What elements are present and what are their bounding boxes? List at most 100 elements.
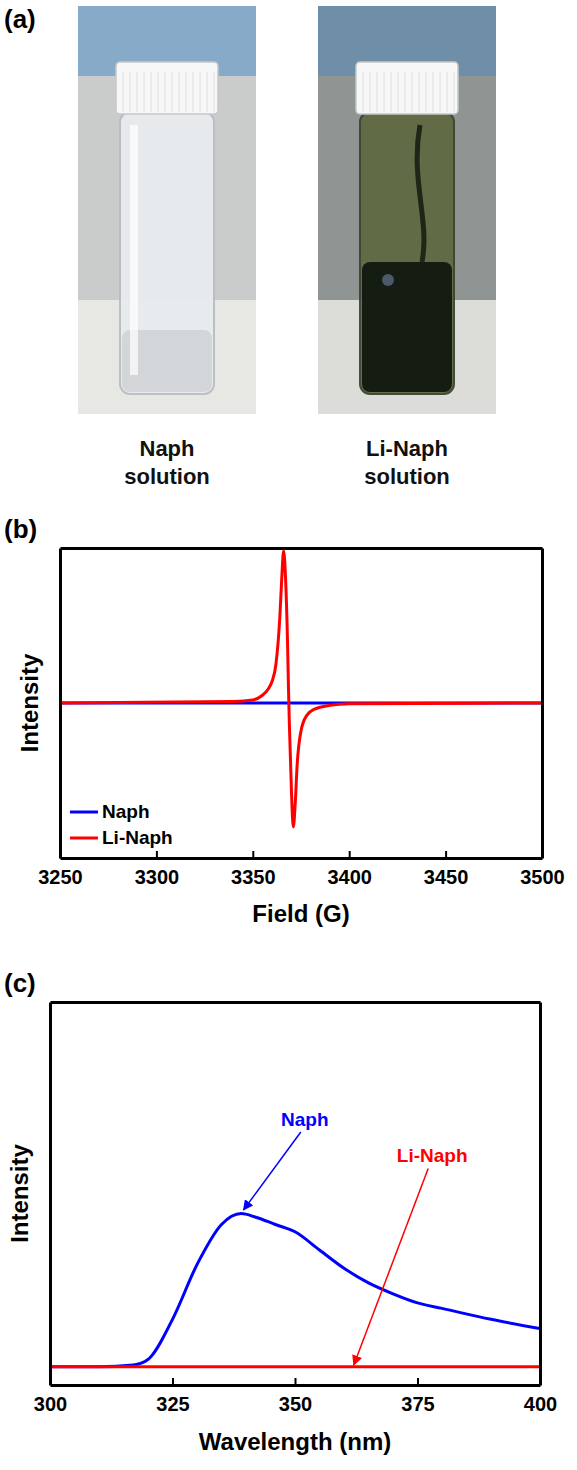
vial-liquid — [362, 262, 452, 392]
data-line — [60, 551, 542, 827]
cap-rib — [207, 72, 208, 112]
photo-caption: Li-Naphsolution — [364, 436, 450, 489]
x-axis: 300 325 350 375 400 — [34, 1378, 557, 1415]
plot-area — [60, 551, 542, 827]
cap-rib — [370, 72, 371, 112]
vial-cap — [356, 62, 458, 114]
axis-line — [61, 857, 543, 860]
x-tick-label: 400 — [524, 1393, 557, 1415]
cap-rib — [412, 72, 413, 112]
series-label: Li-Naph — [397, 1145, 468, 1166]
x-tick: 3300 — [135, 851, 180, 888]
legend-swatch — [70, 837, 98, 840]
x-tick-label: 3250 — [38, 866, 83, 888]
cap-rib — [363, 72, 364, 112]
x-tick: 3400 — [327, 851, 372, 888]
x-tick-mark — [445, 851, 447, 858]
cap-rib — [165, 72, 166, 112]
cap-rib — [151, 72, 152, 112]
axis-line — [61, 547, 543, 550]
data-line — [50, 1214, 540, 1367]
x-tick-label: 3350 — [231, 866, 275, 888]
panel-label: (a) — [4, 4, 36, 34]
vial-highlight — [130, 125, 138, 375]
legend-label: Naph — [102, 801, 150, 822]
plot-area — [50, 1214, 540, 1367]
vial-cap — [116, 62, 218, 114]
cap-rib — [405, 72, 406, 112]
x-tick-label: 350 — [279, 1393, 312, 1415]
x-tick-label: 300 — [34, 1393, 67, 1415]
x-axis-title: Field (G) — [252, 900, 349, 927]
legend: Naph Li-Naph — [70, 801, 173, 848]
label-arrow — [244, 1132, 301, 1210]
x-axis: 3250 3300 3350 3400 3450 3500 — [38, 851, 565, 888]
y-axis — [50, 1003, 51, 1386]
photo — [318, 6, 496, 414]
photo-caption: Naphsolution — [124, 436, 210, 489]
x-tick: 350 — [279, 1378, 312, 1415]
x-tick-label: 3300 — [135, 866, 180, 888]
x-tick-label: 3450 — [424, 866, 469, 888]
x-tick-label: 375 — [401, 1393, 434, 1415]
top-frame — [51, 1002, 541, 1003]
x-tick-label: 325 — [156, 1393, 189, 1415]
cap-rib — [179, 72, 180, 112]
axis-line — [49, 1003, 52, 1386]
photo-background — [78, 6, 256, 414]
photo-background — [318, 6, 496, 414]
cap-rib — [398, 72, 399, 112]
cap-rib — [130, 72, 131, 112]
cap-rib — [186, 72, 187, 112]
figure: (a) Naphsolution Li-Naphsolution 3250 3300 33… — [0, 0, 577, 1470]
cap-rib — [377, 72, 378, 112]
x-tick-mark — [156, 851, 158, 858]
top-frame — [61, 548, 543, 549]
x-tick-label: 3500 — [520, 866, 565, 888]
x-tick-mark — [252, 851, 254, 858]
cap-rib — [426, 72, 427, 112]
cap-rib — [123, 72, 124, 112]
cap-rib — [193, 72, 194, 112]
chart: 300325350375400(c)Wavelength (nm)Intensi… — [4, 968, 557, 1455]
x-tick: 3450 — [424, 851, 469, 888]
panel-label: (c) — [4, 968, 36, 998]
cap-rib — [214, 72, 215, 112]
cap-rib — [144, 72, 145, 112]
y-axis-title: Intensity — [6, 1144, 33, 1243]
y-axis — [60, 549, 61, 859]
vial-glass — [120, 112, 214, 394]
x-tick: 375 — [401, 1378, 434, 1415]
x-tick-mark — [172, 1378, 174, 1385]
y-axis-title: Intensity — [16, 653, 43, 752]
x-tick-label: 3400 — [327, 866, 372, 888]
cap-rib — [440, 72, 441, 112]
photo — [78, 6, 256, 414]
right-frame — [542, 549, 543, 859]
axis-line — [59, 549, 62, 859]
cap-rib — [391, 72, 392, 112]
cap-rib — [137, 72, 138, 112]
panel-label: (b) — [4, 514, 37, 544]
x-tick-mark — [295, 1378, 297, 1385]
cap-rib — [447, 72, 448, 112]
vial-bubble — [382, 274, 394, 286]
series-label: Naph — [281, 1109, 329, 1130]
axis-line — [541, 549, 544, 859]
vial-streak — [417, 125, 424, 262]
legend-swatch — [70, 811, 98, 814]
data-line — [50, 1365, 540, 1368]
cap-rib — [419, 72, 420, 112]
cap-rib — [433, 72, 434, 112]
x-tick: 3350 — [231, 851, 275, 888]
legend-label: Li-Naph — [102, 827, 173, 848]
x-tick-mark — [349, 851, 351, 858]
cap-rib — [200, 72, 201, 112]
cap-rib — [384, 72, 385, 112]
vial-glass — [360, 112, 454, 394]
x-tick: 325 — [156, 1378, 189, 1415]
chart: 3250 3300 3350 3400 3450 3500 (b) Field (G) Inte… — [4, 514, 565, 927]
axis-line — [51, 1001, 541, 1004]
label-arrow — [354, 1168, 428, 1364]
cap-rib — [454, 72, 455, 112]
